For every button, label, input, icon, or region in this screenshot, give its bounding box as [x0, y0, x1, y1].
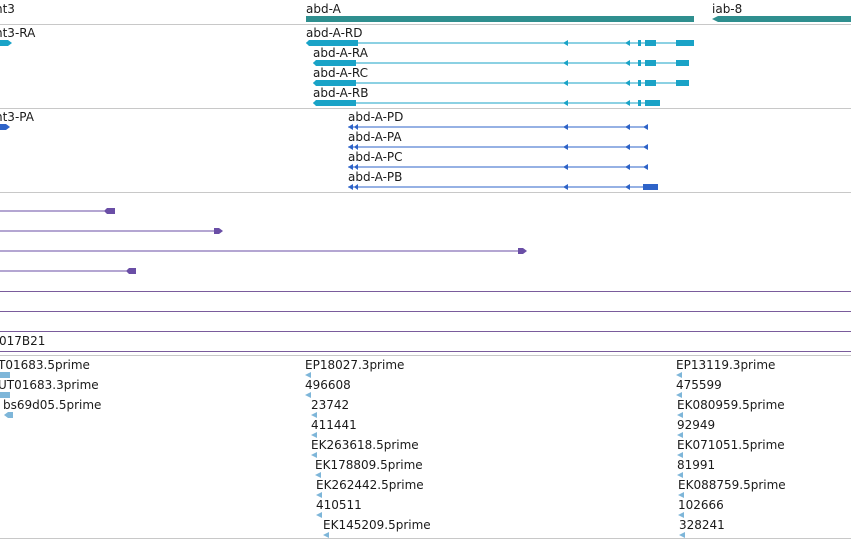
est-glyph: [323, 532, 329, 538]
est-label[interactable]: UT01683.3prime: [0, 378, 99, 392]
protein-model-pc: [348, 164, 648, 170]
cdna-alignment-1: [0, 208, 115, 214]
est-glyph: [0, 372, 10, 378]
transcript-model-ra: [313, 60, 689, 66]
transcript-label-rc[interactable]: abd-A-RC: [313, 66, 369, 80]
est-glyph: [305, 392, 311, 398]
est-glyph: [0, 392, 10, 398]
cdna-alignment-2: [0, 228, 223, 234]
protein-label-left[interactable]: nt3-PA: [0, 110, 34, 124]
est-label[interactable]: EK262442.5prime: [316, 478, 424, 492]
est-glyph: [679, 532, 685, 538]
est-label[interactable]: bs69d05.5prime: [3, 398, 102, 412]
est-label[interactable]: 475599: [676, 378, 722, 392]
track-separator-ests: [0, 355, 851, 356]
est-label[interactable]: EP13119.3prime: [676, 358, 776, 372]
est-label[interactable]: 328241: [679, 518, 725, 532]
protein-label-pc[interactable]: abd-A-PC: [348, 150, 403, 164]
track-separator-genes: [0, 24, 851, 25]
est-glyph: [311, 432, 317, 438]
protein-model-pb: [348, 184, 658, 190]
est-glyph: [677, 452, 683, 458]
est-label[interactable]: EK178809.5prime: [315, 458, 423, 472]
est-glyph: [311, 412, 317, 418]
transcript-label-rb[interactable]: abd-A-RB: [313, 86, 369, 100]
est-glyph: [676, 392, 682, 398]
cdna-alignment-4: [0, 268, 136, 274]
gene-label-iab-8[interactable]: iab-8: [712, 2, 743, 16]
est-glyph: [316, 492, 322, 498]
est-label[interactable]: 81991: [677, 458, 716, 472]
est-glyph: [678, 492, 684, 498]
protein-model-pa: [348, 144, 648, 150]
est-label[interactable]: 411441: [311, 418, 357, 432]
est-label[interactable]: 102666: [678, 498, 724, 512]
track-separator-clone: [0, 351, 851, 352]
transcript-label-left[interactable]: nt3-RA: [0, 26, 36, 40]
est-label[interactable]: EK080959.5prime: [677, 398, 785, 412]
protein-label-pa[interactable]: abd-A-PA: [348, 130, 402, 144]
est-glyph: [4, 412, 13, 418]
clone-label[interactable]: 017B21: [0, 334, 46, 348]
est-label[interactable]: T01683.5prime: [0, 358, 90, 372]
est-glyph: [677, 412, 683, 418]
protein-label-pb[interactable]: abd-A-PB: [348, 170, 403, 184]
track-separator-proteins: [0, 192, 851, 193]
protein-model-pd: [348, 124, 648, 130]
est-label[interactable]: 496608: [305, 378, 351, 392]
est-label[interactable]: 92949: [677, 418, 716, 432]
transcript-label-rd[interactable]: abd-A-RD: [306, 26, 363, 40]
est-glyph: [315, 472, 321, 478]
est-glyph: [678, 512, 684, 518]
transcript-model-rc: [313, 80, 689, 86]
transcript-model-rb: [313, 100, 660, 106]
gene-label-abd-a[interactable]: abd-A: [306, 2, 341, 16]
track-separator-cdna-2: [0, 311, 851, 312]
est-label[interactable]: EK071051.5prime: [677, 438, 785, 452]
est-label[interactable]: EK145209.5prime: [323, 518, 431, 532]
est-glyph: [316, 512, 322, 518]
est-label[interactable]: EK263618.5prime: [311, 438, 419, 452]
gene-label-left[interactable]: nt3: [0, 2, 15, 16]
track-separator-transcripts: [0, 108, 851, 109]
est-glyph: [676, 372, 682, 378]
est-label[interactable]: 410511: [316, 498, 362, 512]
transcript-model-rd: [306, 40, 694, 46]
transcript-label-ra[interactable]: abd-A-RA: [313, 46, 368, 60]
gene-bar-abd-a[interactable]: [306, 16, 694, 22]
track-separator-bottom: [0, 538, 851, 539]
est-glyph: [677, 472, 683, 478]
track-separator-cdna-1: [0, 291, 851, 292]
track-separator-cdna-3: [0, 331, 851, 332]
protein-label-pd[interactable]: abd-A-PD: [348, 110, 404, 124]
est-label[interactable]: 23742: [311, 398, 350, 412]
est-label[interactable]: EP18027.3prime: [305, 358, 405, 372]
est-glyph: [677, 432, 683, 438]
est-glyph: [305, 372, 311, 378]
est-label[interactable]: EK088759.5prime: [678, 478, 786, 492]
est-glyph: [311, 452, 317, 458]
cdna-alignment-3: [0, 248, 527, 254]
